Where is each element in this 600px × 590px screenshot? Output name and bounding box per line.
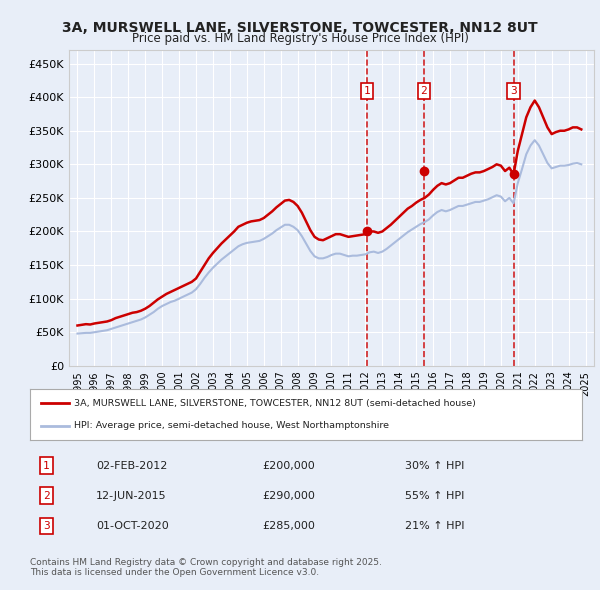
Text: 2: 2 [43,491,50,501]
Text: 1: 1 [364,86,370,96]
Text: 3A, MURSWELL LANE, SILVERSTONE, TOWCESTER, NN12 8UT: 3A, MURSWELL LANE, SILVERSTONE, TOWCESTE… [62,21,538,35]
Text: HPI: Average price, semi-detached house, West Northamptonshire: HPI: Average price, semi-detached house,… [74,421,389,430]
Text: 3: 3 [510,86,517,96]
Text: Contains HM Land Registry data © Crown copyright and database right 2025.
This d: Contains HM Land Registry data © Crown c… [30,558,382,577]
Text: 02-FEB-2012: 02-FEB-2012 [96,461,167,471]
Text: 3: 3 [43,521,50,531]
Text: 1: 1 [43,461,50,471]
Text: 3A, MURSWELL LANE, SILVERSTONE, TOWCESTER, NN12 8UT (semi-detached house): 3A, MURSWELL LANE, SILVERSTONE, TOWCESTE… [74,399,476,408]
Text: 21% ↑ HPI: 21% ↑ HPI [406,521,465,531]
Text: 01-OCT-2020: 01-OCT-2020 [96,521,169,531]
Text: 12-JUN-2015: 12-JUN-2015 [96,491,167,501]
Text: £290,000: £290,000 [262,491,315,501]
Text: £200,000: £200,000 [262,461,314,471]
Text: 55% ↑ HPI: 55% ↑ HPI [406,491,465,501]
Text: 2: 2 [421,86,427,96]
Text: £285,000: £285,000 [262,521,315,531]
Text: 30% ↑ HPI: 30% ↑ HPI [406,461,465,471]
Text: Price paid vs. HM Land Registry's House Price Index (HPI): Price paid vs. HM Land Registry's House … [131,32,469,45]
